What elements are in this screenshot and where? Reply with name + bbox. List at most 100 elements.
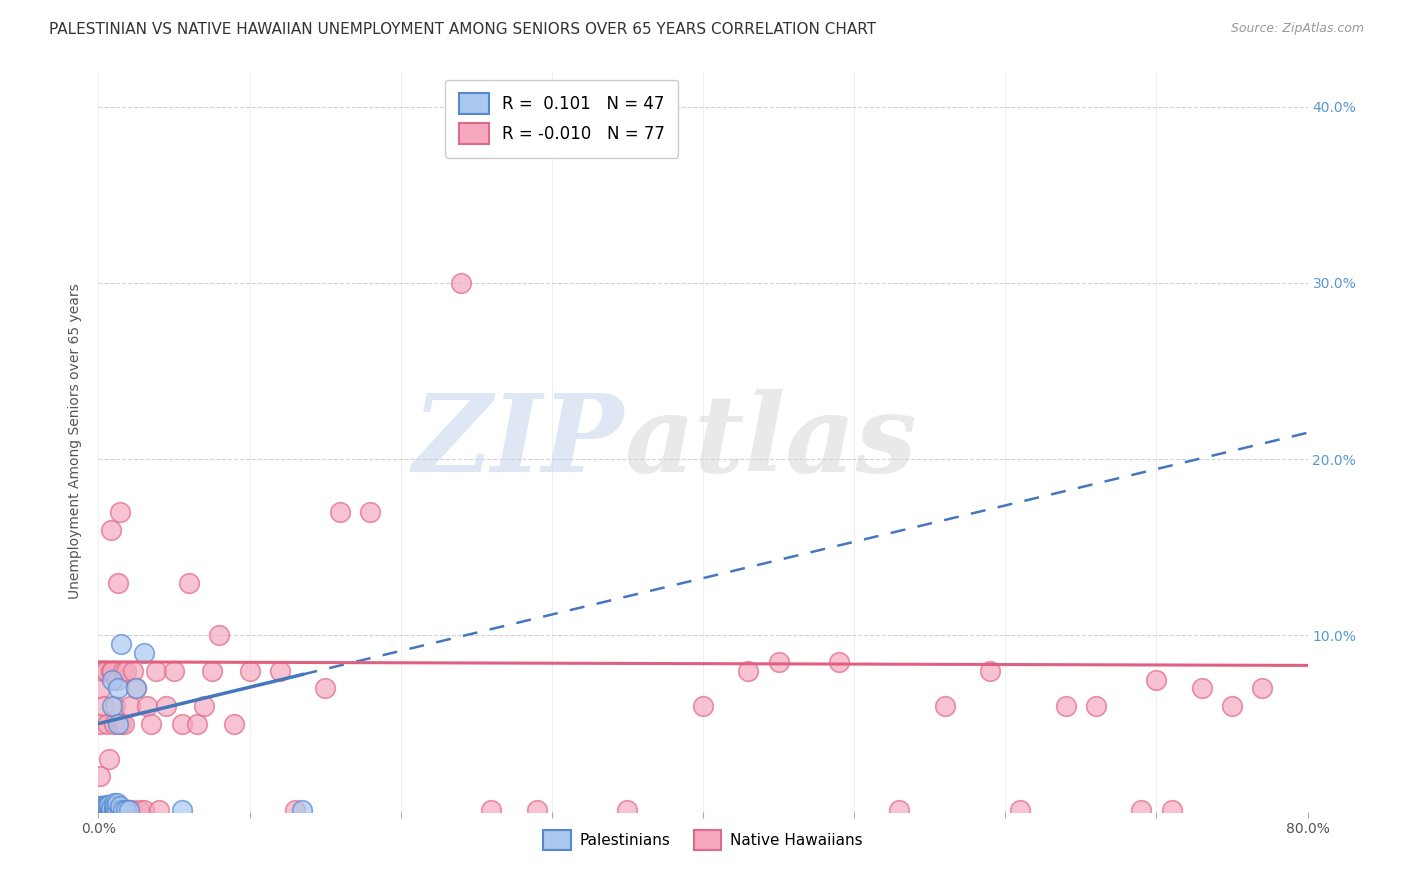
Point [89, 803, 111, 817]
Point [828, 655, 851, 669]
Point [135, 698, 157, 713]
Point [91, 664, 114, 678]
Point [737, 664, 759, 678]
Point [1191, 681, 1213, 696]
Point [98, 797, 121, 812]
Point [94, 803, 117, 817]
Point [526, 803, 548, 817]
Point [108, 803, 131, 817]
Point [108, 505, 131, 519]
Point [163, 664, 186, 678]
Point [118, 803, 141, 817]
Text: ZIP: ZIP [413, 389, 624, 494]
Point [91, 803, 114, 817]
Text: PALESTINIAN VS NATIVE HAWAIIAN UNEMPLOYMENT AMONG SENIORS OVER 65 YEARS CORRELAT: PALESTINIAN VS NATIVE HAWAIIAN UNEMPLOYM… [49, 22, 876, 37]
Point [112, 716, 135, 731]
Point [186, 716, 208, 731]
Point [90, 803, 112, 817]
Point [101, 664, 124, 678]
Point [101, 803, 124, 817]
Point [170, 716, 193, 731]
Point [692, 698, 714, 713]
Point [481, 803, 503, 817]
Point [121, 803, 143, 817]
Point [105, 796, 128, 810]
Point [239, 664, 262, 678]
Point [132, 646, 155, 660]
Point [108, 799, 131, 814]
Point [179, 575, 201, 590]
Point [94, 803, 117, 817]
Point [314, 681, 336, 696]
Point [125, 681, 148, 696]
Point [100, 523, 122, 537]
Point [889, 803, 911, 817]
Point [155, 698, 177, 713]
Point [89, 801, 111, 815]
Point [224, 716, 246, 731]
Point [128, 803, 150, 817]
Point [90, 801, 112, 815]
Point [91, 801, 114, 815]
Point [98, 803, 121, 817]
Point [125, 681, 148, 696]
Point [104, 803, 127, 817]
Point [105, 673, 128, 687]
Point [105, 803, 128, 817]
Point [114, 664, 136, 678]
Point [111, 664, 134, 678]
Text: atlas: atlas [624, 389, 917, 494]
Point [170, 803, 193, 817]
Point [104, 698, 127, 713]
Point [122, 664, 145, 678]
Point [96, 803, 118, 817]
Point [1130, 803, 1153, 817]
Point [450, 276, 472, 290]
Point [193, 698, 215, 713]
Point [107, 681, 129, 696]
Point [90, 803, 112, 817]
Point [90, 803, 112, 817]
Point [93, 803, 115, 817]
Point [208, 628, 231, 642]
Point [616, 803, 638, 817]
Point [89, 803, 111, 817]
Point [148, 803, 170, 817]
Point [96, 799, 118, 814]
Point [93, 698, 115, 713]
Point [110, 716, 132, 731]
Point [89, 801, 111, 815]
Point [934, 698, 956, 713]
Point [103, 803, 125, 817]
Text: Source: ZipAtlas.com: Source: ZipAtlas.com [1230, 22, 1364, 36]
Point [93, 801, 115, 815]
Point [360, 505, 382, 519]
Point [89, 799, 111, 814]
Point [1251, 681, 1274, 696]
Point [94, 801, 117, 815]
Point [111, 803, 134, 817]
Point [1054, 698, 1077, 713]
Point [90, 681, 112, 696]
Point [201, 664, 224, 678]
Point [120, 698, 142, 713]
Point [96, 803, 118, 817]
Point [101, 698, 124, 713]
Point [1085, 698, 1108, 713]
Point [98, 803, 121, 817]
Point [100, 801, 122, 815]
Point [1010, 803, 1032, 817]
Point [105, 803, 128, 817]
Point [145, 664, 167, 678]
Point [94, 797, 117, 812]
Point [98, 752, 121, 766]
Point [101, 673, 124, 687]
Point [91, 803, 114, 817]
Point [96, 716, 118, 731]
Point [1220, 698, 1243, 713]
Point [118, 803, 141, 817]
Point [269, 664, 291, 678]
Point [141, 716, 163, 731]
Point [89, 769, 111, 783]
Point [89, 803, 111, 817]
